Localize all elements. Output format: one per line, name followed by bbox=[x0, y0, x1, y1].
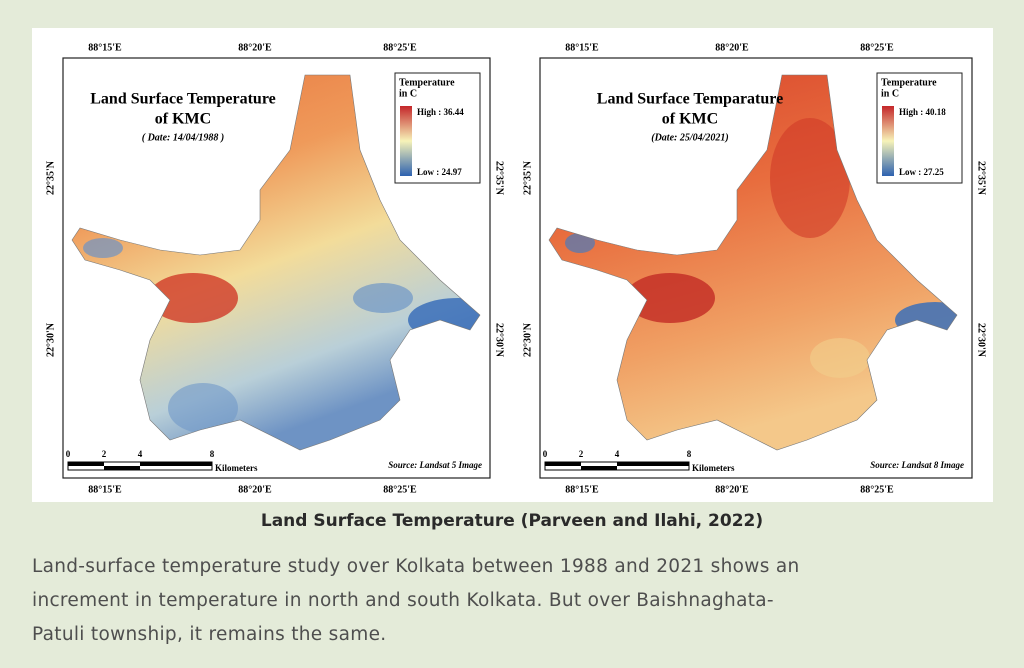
latitude-label: 22°35'N bbox=[976, 161, 987, 196]
latitude-label: 22°30'N bbox=[494, 323, 505, 358]
scale-segment bbox=[68, 462, 104, 466]
scale-label: 0 bbox=[543, 449, 548, 459]
figure-caption: Land Surface Temperature (Parveen and Il… bbox=[261, 511, 763, 531]
latitude-label: 22°30'N bbox=[976, 323, 987, 358]
scale-label: 0 bbox=[66, 449, 71, 459]
longitude-label: 88°20'E bbox=[715, 484, 749, 495]
body-text: Patuli township, it remains the same. bbox=[32, 624, 386, 645]
scale-label: 8 bbox=[210, 449, 215, 459]
scale-segment bbox=[617, 462, 689, 466]
longitude-label: 88°20'E bbox=[715, 42, 749, 53]
map-patch bbox=[565, 233, 595, 253]
longitude-label: 88°15'E bbox=[88, 484, 122, 495]
legend-title: Temperature bbox=[881, 77, 937, 88]
body-text: Land-surface temperature study over Kolk… bbox=[32, 556, 799, 577]
scale-label: 2 bbox=[579, 449, 584, 459]
scale-segment bbox=[104, 466, 140, 470]
map-outline bbox=[71, 74, 481, 451]
scale-label: 8 bbox=[687, 449, 692, 459]
longitude-label: 88°15'E bbox=[88, 42, 122, 53]
latitude-label: 22°30'N bbox=[45, 322, 56, 357]
longitude-label: 88°20'E bbox=[238, 484, 272, 495]
latitude-label: 22°35'N bbox=[494, 161, 505, 196]
longitude-label: 88°25'E bbox=[383, 42, 417, 53]
legend-title: Temperature bbox=[399, 77, 455, 88]
longitude-label: 88°15'E bbox=[565, 42, 599, 53]
map-source: Source: Landsat 8 Image bbox=[870, 460, 964, 470]
map-patch bbox=[810, 338, 870, 378]
legend-high: High : 36.44 bbox=[417, 107, 464, 117]
legend-low: Low : 27.25 bbox=[899, 167, 944, 177]
legend-ramp bbox=[400, 106, 412, 176]
map-figure: Land Surface Temparature of KMC (Date: 25/… bbox=[522, 42, 986, 495]
legend-high: High : 40.18 bbox=[899, 107, 946, 117]
map-title: Land Surface Temperature bbox=[90, 91, 275, 108]
map-area bbox=[72, 75, 480, 450]
map-surface bbox=[72, 75, 480, 450]
longitude-label: 88°25'E bbox=[860, 42, 894, 53]
longitude-label: 88°15'E bbox=[565, 484, 599, 495]
scale-segment bbox=[545, 462, 581, 466]
scale-label: 4 bbox=[138, 449, 143, 459]
map-title: of KMC bbox=[662, 111, 718, 128]
map-patch bbox=[83, 238, 123, 258]
longitude-label: 88°25'E bbox=[383, 484, 417, 495]
map-title: Land Surface Temparature bbox=[597, 91, 783, 108]
scale-label: 4 bbox=[615, 449, 620, 459]
map-patch bbox=[168, 383, 238, 433]
map-patch bbox=[770, 118, 850, 238]
map-figure: Land Surface Temperature of KMC ( Date: 14… bbox=[45, 42, 505, 495]
map-surface bbox=[549, 75, 957, 450]
map-source: Source: Landsat 5 Image bbox=[388, 460, 482, 470]
latitude-label: 22°35'N bbox=[45, 160, 56, 195]
map-outline bbox=[548, 74, 958, 451]
scale-unit: Kilometers bbox=[692, 463, 735, 473]
map-patch bbox=[625, 273, 715, 323]
map-date: ( Date: 14/04/1988 ) bbox=[142, 132, 225, 143]
legend-ramp bbox=[882, 106, 894, 176]
latitude-label: 22°30'N bbox=[522, 322, 533, 357]
body-text: increment in temperature in north and so… bbox=[32, 590, 774, 611]
scale-segment bbox=[140, 462, 212, 466]
legend-title: in C bbox=[399, 88, 417, 99]
latitude-label: 22°35'N bbox=[522, 160, 533, 195]
scale-label: 2 bbox=[102, 449, 107, 459]
map-date: (Date: 25/04/2021) bbox=[651, 132, 729, 143]
longitude-label: 88°20'E bbox=[238, 42, 272, 53]
longitude-label: 88°25'E bbox=[860, 484, 894, 495]
scale-unit: Kilometers bbox=[215, 463, 258, 473]
map-patch bbox=[353, 283, 413, 313]
legend-title: in C bbox=[881, 88, 899, 99]
scale-segment bbox=[581, 466, 617, 470]
legend-low: Low : 24.97 bbox=[417, 167, 462, 177]
map-title: of KMC bbox=[155, 111, 211, 128]
map-patch bbox=[148, 273, 238, 323]
